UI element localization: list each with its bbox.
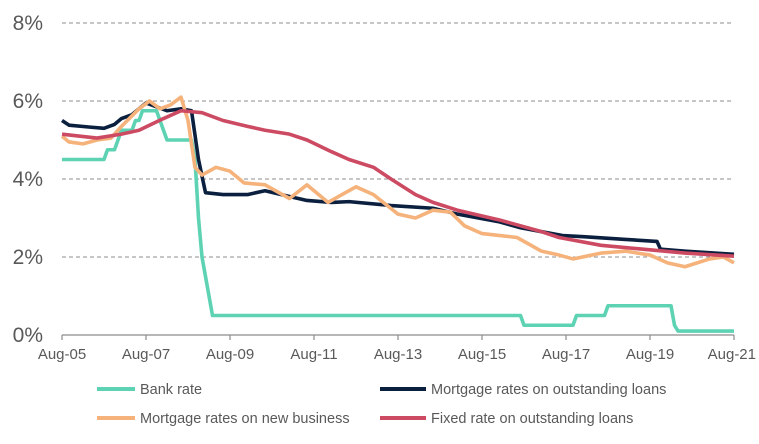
y-tick-label: 0% bbox=[13, 324, 43, 347]
y-tick-label: 4% bbox=[13, 168, 43, 191]
legend-label: Mortgage rates on outstanding loans bbox=[431, 382, 666, 398]
x-tick-label: Aug-15 bbox=[458, 346, 506, 363]
series-line-4 bbox=[61, 108, 735, 259]
legend-label: Fixed rate on outstanding loans bbox=[431, 411, 633, 427]
x-tick-label: Aug-09 bbox=[206, 346, 254, 363]
y-tick-label: 8% bbox=[13, 12, 43, 35]
legend-label: Bank rate bbox=[140, 382, 202, 398]
y-tick-labels: 0% 2% 4% 6% 8% bbox=[13, 12, 43, 347]
x-tick-label: Aug-07 bbox=[122, 346, 170, 363]
x-tick-label: Aug-17 bbox=[542, 346, 590, 363]
series-line-2 bbox=[60, 101, 735, 257]
x-tick-label: Aug-21 bbox=[708, 346, 756, 363]
series-line-3 bbox=[60, 95, 735, 269]
legend: Bank rate Mortgage rates on outstanding l… bbox=[97, 382, 666, 427]
x-tick-labels: Aug-05 Aug-07 Aug-09 Aug-11 Aug-13 Aug-15 Aug-… bbox=[38, 346, 756, 363]
x-tick-label: Aug-11 bbox=[290, 346, 337, 363]
series-lines bbox=[60, 95, 735, 333]
x-tick-label: Aug-13 bbox=[374, 346, 422, 363]
y-tick-label: 6% bbox=[13, 90, 43, 113]
x-tick-label: Aug-19 bbox=[626, 346, 674, 363]
legend-label: Mortgage rates on new business bbox=[140, 411, 350, 427]
grid-lines bbox=[62, 22, 734, 258]
y-tick-label: 2% bbox=[13, 246, 43, 269]
x-tick-label: Aug-05 bbox=[38, 346, 86, 363]
series-line-1 bbox=[62, 108, 734, 333]
x-axis bbox=[61, 334, 735, 340]
